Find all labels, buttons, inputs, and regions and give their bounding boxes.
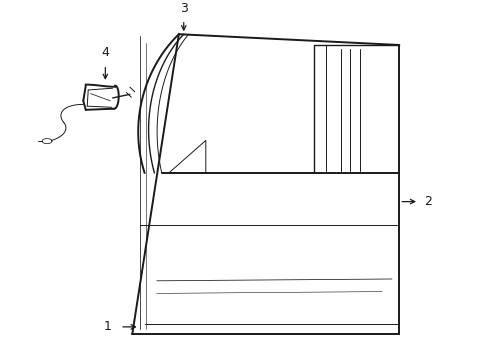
Text: 3: 3 xyxy=(180,2,188,15)
Text: 2: 2 xyxy=(424,195,432,208)
Text: 4: 4 xyxy=(101,46,109,59)
Text: 1: 1 xyxy=(104,320,112,333)
